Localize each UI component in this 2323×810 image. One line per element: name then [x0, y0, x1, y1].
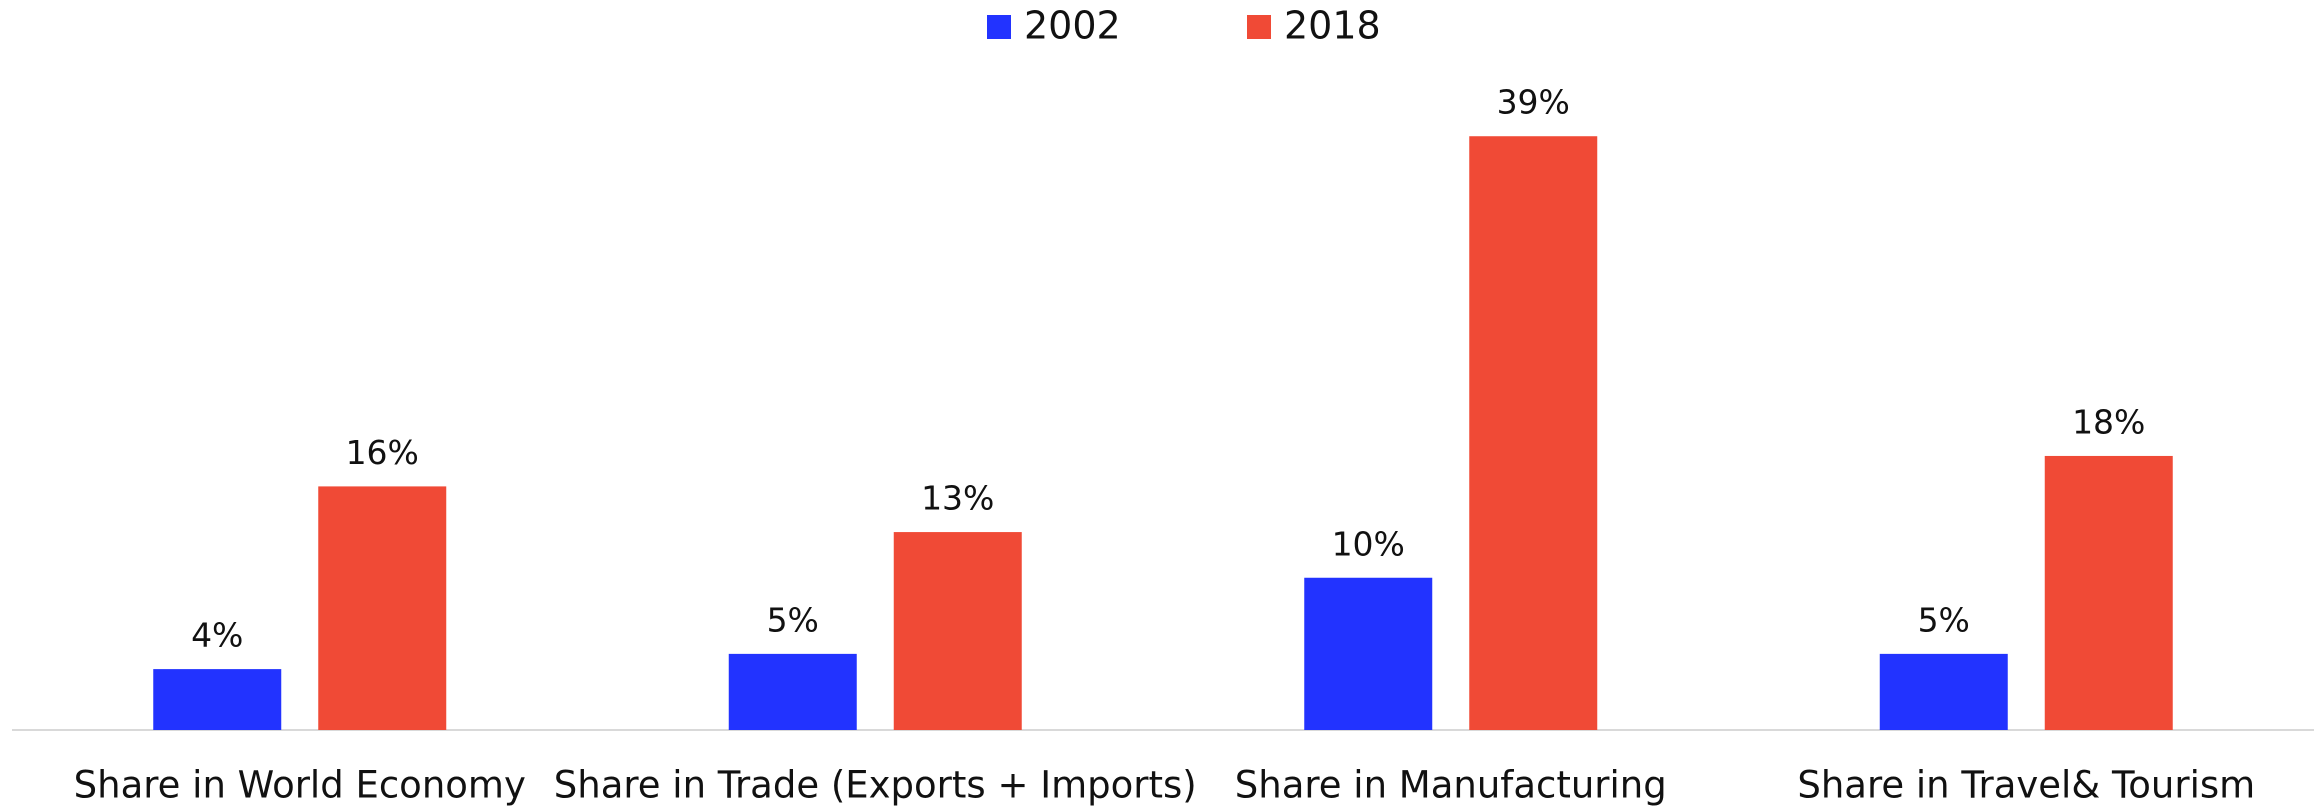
bar — [153, 669, 282, 730]
bar — [1879, 653, 2008, 730]
x-tick-label: Share in Travel& Tourism — [1797, 764, 2255, 807]
data-label: 10% — [1332, 524, 1405, 563]
legend-swatch — [1247, 15, 1271, 39]
bar — [2044, 455, 2173, 730]
data-label: 18% — [2072, 402, 2145, 441]
bar — [893, 532, 1022, 730]
x-tick-label: Share in Manufacturing — [1235, 764, 1667, 807]
x-tick-label: Share in Trade (Exports + Imports) — [554, 764, 1197, 807]
data-label: 39% — [1497, 83, 1570, 122]
bar — [728, 653, 857, 730]
data-label: 13% — [921, 479, 994, 518]
legend-swatch — [987, 15, 1011, 39]
x-tick-label: Share in World Economy — [74, 764, 526, 807]
bar — [318, 486, 447, 730]
data-label: 5% — [1918, 600, 1970, 639]
legend-label: 2018 — [1284, 4, 1381, 48]
legend-label: 2002 — [1024, 4, 1121, 48]
bar — [1304, 577, 1433, 730]
data-label: 5% — [767, 600, 819, 639]
data-label: 16% — [346, 433, 419, 472]
bar — [1469, 136, 1598, 731]
data-label: 4% — [191, 616, 243, 655]
